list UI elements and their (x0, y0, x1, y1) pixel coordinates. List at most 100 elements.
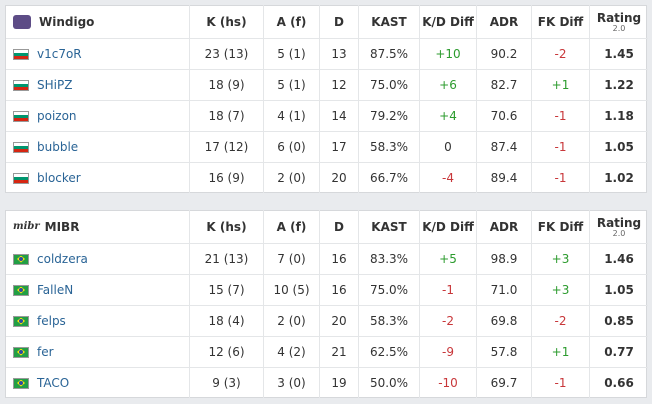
stat-value: 71.0 (490, 283, 518, 297)
stat-value: 16 (9) (208, 171, 245, 185)
stat-value: 66.7% (369, 171, 409, 185)
column-label: FK Diff (537, 219, 584, 234)
player-name[interactable]: v1c7oR (37, 47, 82, 61)
stat-cell: -1 (531, 367, 589, 398)
team-name: MIBR (44, 219, 80, 234)
column-header: KAST (358, 210, 419, 243)
column-header: FK Diff (531, 210, 589, 243)
column-header: K (hs) (189, 210, 263, 243)
stat-value: 9 (3) (212, 376, 241, 390)
player-name[interactable]: bubble (37, 140, 79, 154)
stat-cell: 6 (0) (263, 131, 319, 162)
stat-cell: 57.8 (476, 336, 531, 367)
player-name[interactable]: felps (37, 314, 66, 328)
stat-cell: 14 (319, 100, 358, 131)
column-header: Rating 2.0 (589, 210, 648, 243)
stat-value: 18 (4) (208, 314, 245, 328)
stat-cell: 18 (7) (189, 100, 263, 131)
stat-cell: 18 (4) (189, 305, 263, 336)
column-label: A (f) (276, 14, 307, 29)
team-header: mibr MIBR (6, 210, 189, 243)
player-name[interactable]: blocker (37, 171, 81, 185)
stat-value: 1.22 (604, 78, 634, 92)
stat-cell: -1 (531, 131, 589, 162)
column-header: D (319, 5, 358, 38)
flag-icon (13, 110, 29, 122)
stat-cell: +10 (419, 38, 476, 69)
flag-icon (13, 253, 29, 265)
stat-value: 89.4 (490, 171, 518, 185)
stat-cell: -2 (531, 38, 589, 69)
stat-value: 1.18 (604, 109, 634, 123)
stat-cell: 1.22 (589, 69, 648, 100)
stat-value: +10 (435, 47, 461, 61)
stat-cell: 50.0% (358, 367, 419, 398)
player-name[interactable]: fer (37, 345, 54, 359)
stat-cell: +3 (531, 243, 589, 274)
column-label: A (f) (276, 219, 307, 234)
player-name[interactable]: coldzera (37, 252, 88, 266)
column-header: FK Diff (531, 5, 589, 38)
stat-value: 75.0% (369, 78, 409, 92)
flag-circle (19, 257, 23, 261)
player-name[interactable]: poizon (37, 109, 77, 123)
stat-cell: 21 (319, 336, 358, 367)
stat-value: 17 (331, 140, 347, 154)
stat-cell: 20 (319, 162, 358, 193)
stat-cell: 2 (0) (263, 305, 319, 336)
flag-circle (19, 288, 23, 292)
stat-value: -1 (554, 109, 567, 123)
stat-cell: 89.4 (476, 162, 531, 193)
stat-cell: 69.8 (476, 305, 531, 336)
stat-value: 90.2 (490, 47, 518, 61)
player-name[interactable]: FalleN (37, 283, 74, 297)
stat-value: 18 (9) (208, 78, 245, 92)
column-header: K/D Diff (419, 5, 476, 38)
stat-value: 98.9 (490, 252, 518, 266)
stat-cell: 15 (7) (189, 274, 263, 305)
stat-cell: -4 (419, 162, 476, 193)
stat-cell: 17 (319, 131, 358, 162)
stat-cell: 12 (6) (189, 336, 263, 367)
rating-version: 2.0 (612, 23, 626, 33)
player-cell: TACO (6, 367, 189, 398)
stat-value: 87.4 (490, 140, 518, 154)
flag-circle (19, 381, 23, 385)
column-label: Rating (596, 215, 642, 230)
stat-cell: +3 (531, 274, 589, 305)
stat-value: 2 (0) (277, 171, 306, 185)
column-label: Rating (596, 10, 642, 25)
stat-cell: -9 (419, 336, 476, 367)
flag-icon (13, 377, 29, 389)
stat-value: 7 (0) (277, 252, 306, 266)
column-header: D (319, 210, 358, 243)
stat-cell: 66.7% (358, 162, 419, 193)
player-cell: bubble (6, 131, 189, 162)
player-name[interactable]: SHiPZ (37, 78, 73, 92)
stat-cell: -1 (531, 162, 589, 193)
stat-value: 12 (6) (208, 345, 245, 359)
stat-value: 3 (0) (277, 376, 306, 390)
stat-value: -1 (442, 283, 454, 297)
stat-cell: 17 (12) (189, 131, 263, 162)
column-label: K (hs) (206, 219, 247, 234)
stat-cell: 2 (0) (263, 162, 319, 193)
stat-cell: 69.7 (476, 367, 531, 398)
stat-value: +4 (439, 109, 457, 123)
stat-value: 69.8 (490, 314, 518, 328)
stat-value: 18 (7) (208, 109, 245, 123)
stat-cell: 5 (1) (263, 38, 319, 69)
column-header: KAST (358, 5, 419, 38)
stat-value: 21 (13) (204, 252, 249, 266)
stat-cell: 5 (1) (263, 69, 319, 100)
stat-value: 70.6 (490, 109, 518, 123)
column-label: KAST (371, 14, 407, 29)
player-name[interactable]: TACO (37, 376, 70, 390)
stat-value: 0 (444, 140, 452, 154)
stat-value: 62.5% (369, 345, 409, 359)
stat-cell: 0 (419, 131, 476, 162)
stat-cell: 83.3% (358, 243, 419, 274)
team-name: Windigo (39, 14, 95, 29)
stat-cell: 10 (5) (263, 274, 319, 305)
